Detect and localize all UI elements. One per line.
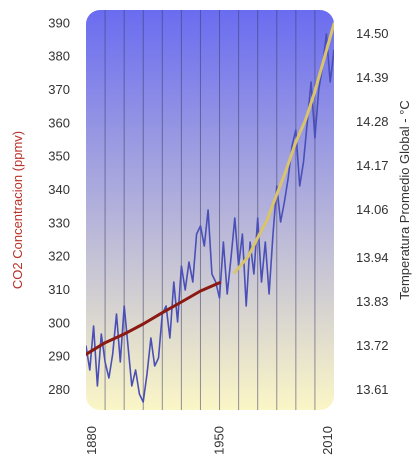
x-tick-label: 1880 bbox=[84, 426, 99, 455]
y-tick-label: 290 bbox=[48, 349, 70, 364]
y2-tick-label: 13.61 bbox=[356, 382, 389, 397]
y2-tick-label: 13.72 bbox=[356, 338, 389, 353]
y-tick-label: 360 bbox=[48, 115, 70, 130]
y-tick-label: 350 bbox=[48, 149, 70, 164]
x-axis-ticks: 1880 1950 2010 bbox=[84, 426, 335, 455]
y-tick-label: 390 bbox=[48, 15, 70, 30]
y-tick-label: 380 bbox=[48, 49, 70, 64]
y2-tick-label: 13.83 bbox=[356, 294, 389, 309]
series-lines bbox=[86, 22, 334, 403]
y2-tick-label: 14.28 bbox=[356, 114, 389, 129]
y-tick-label: 340 bbox=[48, 182, 70, 197]
x-tick-label: 2010 bbox=[320, 426, 335, 455]
y2-axis-title: Temperatura Promedio Global - °C bbox=[397, 100, 412, 300]
y-axis-title: CO2 Concentracion (ppmv) bbox=[10, 131, 25, 289]
y2-tick-label: 13.94 bbox=[356, 250, 389, 265]
y2-tick-label: 14.06 bbox=[356, 202, 389, 217]
plot-area bbox=[86, 10, 334, 410]
series-line-1 bbox=[86, 33, 334, 403]
x-tick-label: 1950 bbox=[212, 426, 227, 455]
y2-tick-label: 14.39 bbox=[356, 70, 389, 85]
y-tick-label: 330 bbox=[48, 215, 70, 230]
y2-tick-label: 14.17 bbox=[356, 158, 389, 173]
y2-tick-label: 14.50 bbox=[356, 26, 389, 41]
y-tick-label: 310 bbox=[48, 282, 70, 297]
series-line-3 bbox=[233, 22, 334, 274]
series-line-2 bbox=[86, 281, 221, 356]
y-tick-label: 370 bbox=[48, 82, 70, 97]
right-axis-ticks: 14.50 14.39 14.28 14.17 14.06 13.94 13.83 13.72… bbox=[356, 26, 389, 397]
y-tick-label: 320 bbox=[48, 249, 70, 264]
y-tick-label: 300 bbox=[48, 315, 70, 330]
left-axis-ticks: 390 380 370 360 350 340 330 320 310 300 290 280 bbox=[48, 15, 70, 397]
y-tick-label: 280 bbox=[48, 382, 70, 397]
vertical-gridlines bbox=[104, 10, 316, 410]
